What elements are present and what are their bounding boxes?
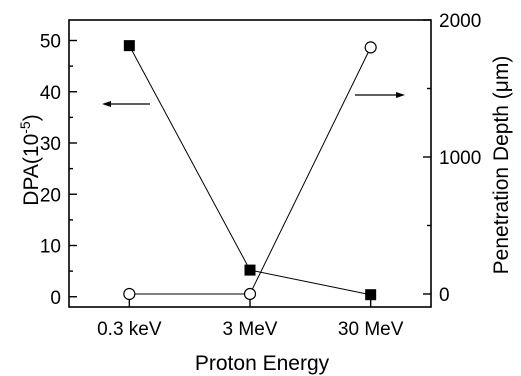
right-tick-label: 0 <box>439 285 450 306</box>
right-axis-title: Penetration Depth (μm) <box>490 56 513 275</box>
series-2 <box>123 41 377 301</box>
right-tick-label: 2000 <box>439 11 481 32</box>
x-tick-label: 0.3 keV <box>97 319 162 340</box>
left-tick-label: 50 <box>40 32 61 53</box>
left-axis-title: DPA(10-5) <box>17 114 43 205</box>
data-point-circle <box>364 41 377 54</box>
data-point-square <box>244 264 256 276</box>
plot-border <box>68 19 432 308</box>
right-tick-label: 1000 <box>439 148 481 169</box>
x-axis-title: Proton Energy <box>195 352 330 375</box>
annotation-arrows <box>102 92 405 107</box>
x-tick-label: 30 MeV <box>338 319 404 340</box>
arrow-left <box>102 101 150 107</box>
left-tick-label: 10 <box>40 237 61 258</box>
right-axis-ticks: 0 1000 2000 <box>423 11 481 306</box>
plot-frame <box>68 19 432 308</box>
arrow-right <box>355 92 405 98</box>
data-point-square <box>365 289 377 301</box>
series-line <box>128 45 371 296</box>
data-point-circle <box>123 287 136 301</box>
series-1 <box>123 40 377 301</box>
x-tick-label: 3 MeV <box>223 319 278 340</box>
left-tick-label: 30 <box>40 134 61 155</box>
left-axis-title-main: DPA(10 <box>20 134 43 206</box>
left-tick-label: 40 <box>40 83 61 104</box>
data-point-circle <box>243 287 257 301</box>
left-tick-label: 0 <box>50 288 61 309</box>
left-axis-ticks: 0 10 20 30 40 50 <box>40 32 77 309</box>
series-line <box>129 47 372 295</box>
left-axis-title-exponent: -5 <box>17 121 33 134</box>
series-group <box>123 40 377 301</box>
x-axis-ticks: 0.3 keV 3 MeV 30 MeV <box>97 299 404 340</box>
left-axis-title-close: ) <box>20 114 43 121</box>
arrow-head <box>396 92 405 98</box>
arrow-head <box>102 101 111 107</box>
data-point-square <box>123 40 135 52</box>
left-tick-label: 20 <box>40 185 61 206</box>
